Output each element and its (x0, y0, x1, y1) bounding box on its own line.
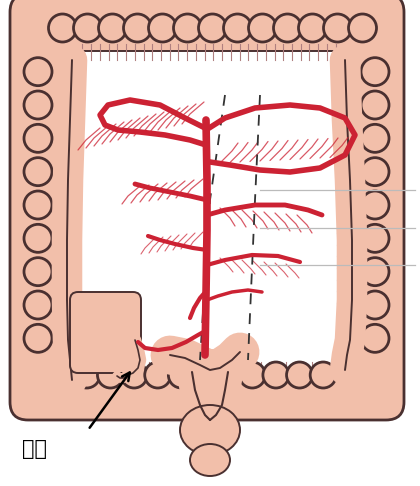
Circle shape (99, 14, 126, 42)
Ellipse shape (180, 405, 240, 455)
Circle shape (273, 14, 302, 42)
Circle shape (168, 362, 194, 388)
Circle shape (24, 324, 52, 352)
Circle shape (223, 14, 252, 42)
Circle shape (145, 362, 171, 388)
Text: 虫垂: 虫垂 (22, 439, 47, 459)
Circle shape (24, 225, 52, 252)
Circle shape (74, 362, 100, 388)
Ellipse shape (190, 444, 230, 476)
Circle shape (24, 58, 52, 86)
Circle shape (192, 362, 218, 388)
Circle shape (361, 91, 389, 119)
Circle shape (361, 58, 389, 86)
Circle shape (323, 14, 352, 42)
Circle shape (361, 191, 389, 219)
Circle shape (123, 14, 152, 42)
FancyBboxPatch shape (10, 0, 404, 420)
Circle shape (149, 14, 176, 42)
Circle shape (24, 258, 52, 286)
Circle shape (48, 14, 76, 42)
Circle shape (249, 14, 276, 42)
Circle shape (263, 362, 289, 388)
Circle shape (24, 191, 52, 219)
Circle shape (361, 124, 389, 152)
Circle shape (173, 14, 202, 42)
Circle shape (239, 362, 265, 388)
Circle shape (361, 291, 389, 319)
Circle shape (286, 362, 312, 388)
Circle shape (24, 291, 52, 319)
Circle shape (310, 362, 336, 388)
Circle shape (24, 157, 52, 186)
Circle shape (361, 324, 389, 352)
Circle shape (24, 91, 52, 119)
Circle shape (97, 362, 123, 388)
Circle shape (24, 124, 52, 152)
Circle shape (199, 14, 226, 42)
FancyBboxPatch shape (70, 292, 141, 373)
Circle shape (215, 362, 242, 388)
Circle shape (361, 157, 389, 186)
Circle shape (361, 225, 389, 252)
Circle shape (299, 14, 326, 42)
Circle shape (74, 14, 102, 42)
Circle shape (121, 362, 147, 388)
FancyBboxPatch shape (68, 51, 346, 369)
Circle shape (361, 258, 389, 286)
Circle shape (349, 14, 376, 42)
